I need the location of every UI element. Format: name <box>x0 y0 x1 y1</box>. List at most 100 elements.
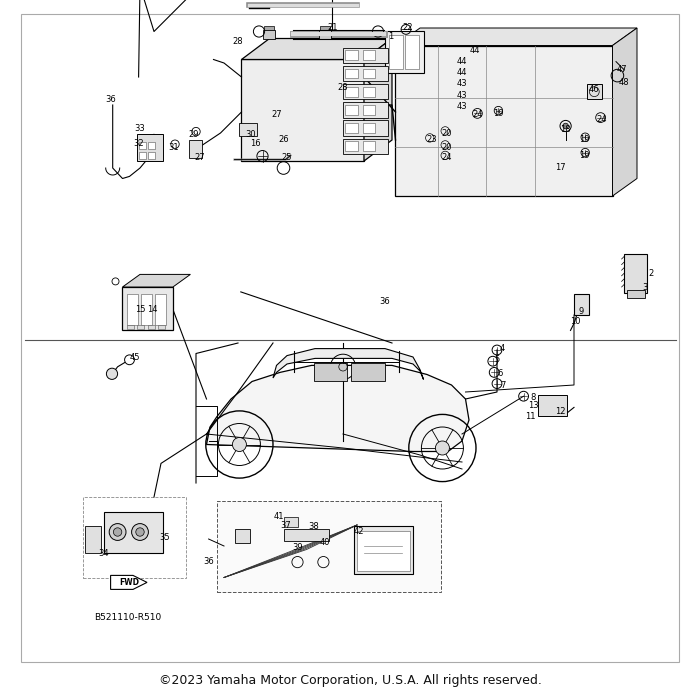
Bar <box>284 517 298 527</box>
Text: 46: 46 <box>588 85 599 94</box>
Text: 10: 10 <box>570 318 581 326</box>
Text: 26: 26 <box>278 136 289 144</box>
Bar <box>264 26 274 30</box>
Bar <box>345 87 358 97</box>
Text: 30: 30 <box>245 130 256 139</box>
Bar <box>314 363 347 381</box>
Bar <box>262 30 275 38</box>
Text: 20: 20 <box>442 143 452 151</box>
Text: 18: 18 <box>560 125 571 134</box>
Text: 11: 11 <box>525 412 536 421</box>
Text: 37: 37 <box>280 521 291 529</box>
Text: 16: 16 <box>250 139 261 148</box>
Circle shape <box>435 441 449 455</box>
Bar <box>343 48 389 63</box>
Text: Y: Y <box>332 379 360 416</box>
Polygon shape <box>395 28 637 46</box>
Text: 5: 5 <box>494 356 500 364</box>
Bar <box>624 254 647 293</box>
Bar <box>139 152 146 159</box>
Text: 8: 8 <box>531 393 536 402</box>
Text: 4: 4 <box>500 344 505 353</box>
Bar <box>395 46 612 196</box>
Text: 28: 28 <box>232 38 244 46</box>
Bar <box>405 35 419 69</box>
Bar <box>148 152 155 159</box>
Text: 22: 22 <box>402 24 412 32</box>
Bar <box>345 69 358 78</box>
Text: 3: 3 <box>643 283 648 291</box>
Bar <box>122 287 173 330</box>
Text: 20: 20 <box>442 129 452 137</box>
Circle shape <box>563 123 568 129</box>
Circle shape <box>232 438 246 452</box>
Bar <box>626 290 645 298</box>
Bar <box>538 395 567 416</box>
Bar <box>343 120 389 136</box>
Bar <box>587 84 602 99</box>
Text: 1: 1 <box>388 32 393 41</box>
Bar <box>127 294 138 325</box>
Bar <box>345 105 358 115</box>
Bar <box>217 500 441 592</box>
Text: 41: 41 <box>273 512 284 521</box>
Polygon shape <box>122 274 190 287</box>
Bar <box>139 142 146 149</box>
Text: 43: 43 <box>456 80 468 88</box>
Text: 44: 44 <box>469 46 480 55</box>
Circle shape <box>106 368 118 379</box>
Polygon shape <box>612 28 637 196</box>
Text: 38: 38 <box>308 522 319 531</box>
Text: 36: 36 <box>379 297 391 305</box>
Text: 17: 17 <box>554 164 566 172</box>
Bar <box>83 497 186 578</box>
Text: 43: 43 <box>456 102 468 111</box>
Bar <box>363 105 375 115</box>
Bar <box>363 69 375 78</box>
Bar <box>363 50 375 60</box>
Text: 44: 44 <box>456 57 468 66</box>
Bar <box>574 294 589 315</box>
Text: 39: 39 <box>292 543 303 552</box>
Text: FWD: FWD <box>119 578 139 587</box>
Text: 27: 27 <box>194 153 205 162</box>
Bar <box>345 50 358 60</box>
Circle shape <box>113 528 122 536</box>
Text: 27: 27 <box>272 111 283 119</box>
Bar <box>158 325 165 329</box>
Text: 45: 45 <box>129 353 140 361</box>
Text: 32: 32 <box>133 139 144 148</box>
Circle shape <box>109 524 126 540</box>
Bar <box>239 123 257 136</box>
Polygon shape <box>273 349 424 379</box>
Bar <box>127 325 134 329</box>
Bar <box>351 363 385 381</box>
Text: 25: 25 <box>281 153 293 162</box>
Text: 40: 40 <box>319 538 330 547</box>
Text: 15: 15 <box>134 305 146 314</box>
Text: ©2023 Yamaha Motor Corporation, U.S.A. All rights reserved.: ©2023 Yamaha Motor Corporation, U.S.A. A… <box>159 674 541 687</box>
Bar <box>345 141 358 151</box>
Text: 13: 13 <box>528 402 539 410</box>
Bar <box>148 142 155 149</box>
Text: B521110-R510: B521110-R510 <box>94 613 162 622</box>
Bar <box>155 294 166 325</box>
Polygon shape <box>111 575 147 589</box>
Text: 9: 9 <box>578 307 584 316</box>
Bar <box>343 84 389 99</box>
Text: 23: 23 <box>426 136 438 144</box>
Text: 43: 43 <box>456 91 468 99</box>
Text: 35: 35 <box>159 533 170 542</box>
Polygon shape <box>206 365 469 452</box>
Text: 48: 48 <box>619 78 630 87</box>
Text: 33: 33 <box>134 124 146 132</box>
Text: 24: 24 <box>442 153 452 162</box>
Bar <box>234 528 250 542</box>
Bar <box>284 528 329 541</box>
Circle shape <box>136 528 144 536</box>
Text: 29: 29 <box>188 130 199 139</box>
Text: 7: 7 <box>500 381 505 389</box>
Text: 24: 24 <box>596 115 608 123</box>
Text: 19: 19 <box>580 136 589 144</box>
Text: 34: 34 <box>98 549 109 557</box>
